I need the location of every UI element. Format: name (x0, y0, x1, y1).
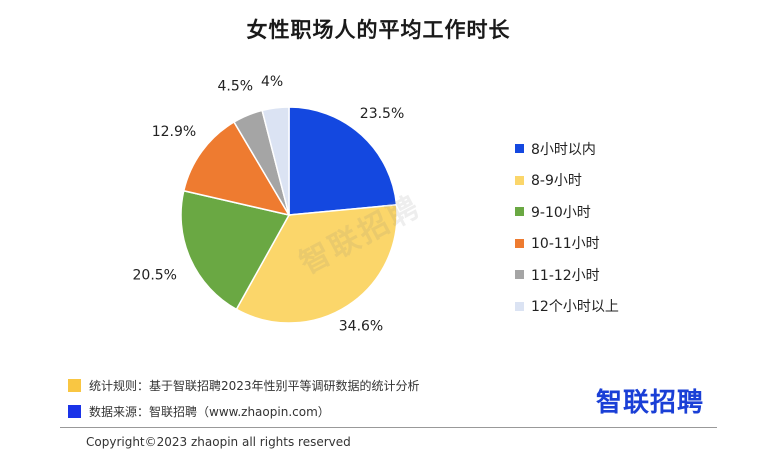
legend-label: 11-12小时 (531, 267, 600, 284)
legend-swatch (515, 207, 524, 217)
note-data-source: 数据来源：智联招聘（www.zhaopin.com） (68, 403, 330, 420)
legend-item: 8-9小时 (515, 165, 619, 197)
note-stat-rule: 统计规则：基于智联招聘2023年性别平等调研数据的统计分析 (68, 377, 420, 394)
slice-value-label: 23.5% (360, 106, 404, 122)
legend-label: 9-10小时 (531, 204, 591, 221)
legend-item: 10-11小时 (515, 228, 619, 260)
pie-slice-3 (180, 189, 291, 311)
pie-slice-6 (261, 106, 290, 216)
note-swatch-yellow (68, 379, 81, 392)
legend-label: 8小时以内 (531, 141, 596, 158)
legend-swatch (515, 301, 524, 311)
pie-slice-2 (235, 204, 398, 324)
legend-item: 8小时以内 (515, 133, 619, 165)
slice-value-label: 20.5% (133, 268, 177, 284)
slice-value-label: 34.6% (339, 318, 383, 334)
copyright: Copyright©2023 zhaopin all rights reserv… (86, 435, 351, 449)
zhaopin-logo: 智联招聘 (596, 388, 705, 418)
pie-slice-4 (182, 121, 291, 217)
legend-swatch (515, 144, 524, 154)
divider (60, 427, 717, 428)
note-swatch-blue (68, 405, 81, 418)
legend-label: 12个小时以上 (531, 299, 619, 316)
slice-value-label: 4.5% (217, 78, 253, 94)
note-text: 数据来源：智联招聘（www.zhaopin.com） (89, 405, 330, 419)
legend: 8小时以内 8-9小时 9-10小时 10-11小时 11-12小时 12个小时以上 (515, 133, 619, 322)
legend-label: 8-9小时 (531, 173, 582, 190)
legend-item: 12个小时以上 (515, 291, 619, 323)
slice-value-label: 12.9% (152, 124, 196, 140)
note-text: 统计规则：基于智联招聘2023年性别平等调研数据的统计分析 (89, 379, 420, 393)
legend-swatch (515, 175, 524, 185)
legend-swatch (515, 270, 524, 280)
slice-value-label: 4% (261, 74, 283, 90)
legend-item: 11-12小时 (515, 259, 619, 291)
legend-item: 9-10小时 (515, 196, 619, 228)
legend-label: 10-11小时 (531, 236, 600, 253)
legend-swatch (515, 238, 524, 248)
chart-title: 女性职场人的平均工作时长 (246, 18, 511, 42)
pie-slice-1 (288, 106, 398, 216)
